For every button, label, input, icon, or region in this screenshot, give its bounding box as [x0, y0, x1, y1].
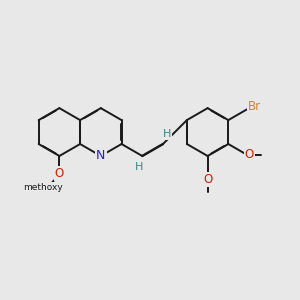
- Text: H: H: [162, 129, 171, 139]
- Text: O: O: [55, 167, 64, 180]
- Text: Br: Br: [248, 100, 261, 113]
- Text: methoxy: methoxy: [23, 183, 62, 192]
- Text: H: H: [134, 162, 143, 172]
- Text: O: O: [203, 173, 212, 186]
- Text: N: N: [96, 149, 106, 163]
- Text: O: O: [245, 148, 254, 161]
